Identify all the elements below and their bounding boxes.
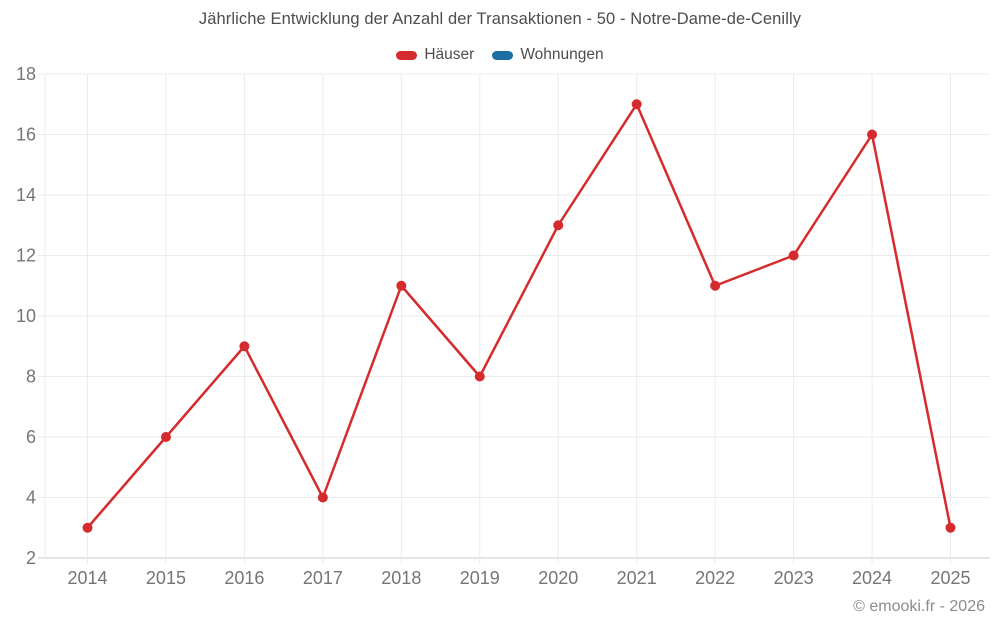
x-tick-label-2015: 2015: [146, 568, 186, 588]
data-point-2016[interactable]: [239, 341, 250, 352]
data-point-2017[interactable]: [317, 492, 328, 503]
legend-item-haeuser[interactable]: Häuser: [396, 46, 474, 64]
legend-swatch-haeuser-icon: [396, 50, 418, 60]
data-point-2023[interactable]: [788, 250, 799, 261]
x-tick-label-2020: 2020: [538, 568, 578, 588]
legend-swatch-wohnungen-icon: [492, 50, 514, 60]
footer-credit: © emooki.fr - 2026: [853, 598, 985, 615]
x-tick-label-2022: 2022: [695, 568, 735, 588]
x-tick-label-2019: 2019: [460, 568, 500, 588]
y-tick-label-16: 16: [16, 125, 36, 145]
data-point-2021[interactable]: [631, 99, 642, 110]
data-point-2025[interactable]: [945, 522, 956, 533]
x-tick-label-2021: 2021: [617, 568, 657, 588]
x-tick-label-2017: 2017: [303, 568, 343, 588]
data-point-2024[interactable]: [867, 129, 878, 140]
data-point-2014[interactable]: [82, 522, 93, 533]
legend-item-wohnungen[interactable]: Wohnungen: [492, 46, 604, 64]
y-tick-label-12: 12: [16, 246, 36, 266]
x-tick-label-2025: 2025: [930, 568, 970, 588]
x-tick-label-2014: 2014: [67, 568, 107, 588]
data-point-2019[interactable]: [474, 371, 485, 382]
x-tick-label-2023: 2023: [774, 568, 814, 588]
series-line-häuser: [86, 103, 952, 529]
y-tick-label-8: 8: [26, 367, 36, 387]
chart-title: Jährliche Entwicklung der Anzahl der Tra…: [198, 10, 802, 28]
y-tick-label-14: 14: [16, 185, 36, 205]
x-tick-label-2018: 2018: [381, 568, 421, 588]
x-tick-label-2016: 2016: [224, 568, 264, 588]
data-point-2018[interactable]: [396, 280, 407, 291]
y-tick-label-10: 10: [16, 306, 36, 326]
data-point-2015[interactable]: [160, 432, 171, 442]
y-tick-label-2: 2: [26, 548, 36, 568]
data-point-2022[interactable]: [710, 280, 721, 291]
y-tick-label-6: 6: [26, 427, 36, 447]
legend-label-wohnungen: Wohnungen: [520, 46, 604, 63]
legend-label-haeuser: Häuser: [424, 46, 475, 63]
data-point-2020[interactable]: [553, 220, 564, 231]
chart-legend: Häuser Wohnungen: [0, 46, 1000, 64]
x-tick-label-2024: 2024: [852, 568, 892, 588]
y-tick-label-18: 18: [16, 64, 36, 84]
y-tick-label-4: 4: [26, 488, 36, 508]
